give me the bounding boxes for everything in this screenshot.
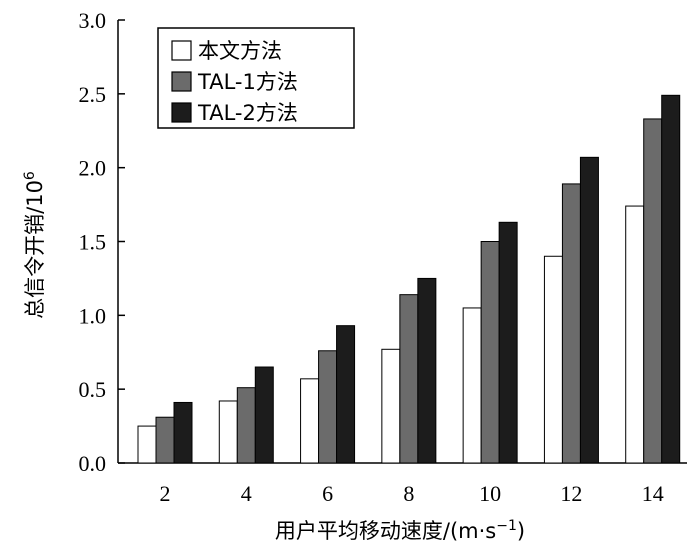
- bar: [643, 118, 663, 464]
- bar: [336, 325, 356, 464]
- x-tick-label: 6: [322, 481, 333, 506]
- bar: [462, 307, 482, 464]
- bar: [381, 348, 401, 464]
- bar: [561, 183, 581, 464]
- legend-swatch: [171, 102, 192, 123]
- bars: [137, 94, 681, 464]
- bar: [399, 294, 419, 464]
- bar: [218, 400, 238, 464]
- x-tick-label: 4: [241, 481, 252, 506]
- legend-swatch: [171, 40, 192, 61]
- bar: [543, 255, 563, 464]
- legend-label: 本文方法: [198, 39, 282, 63]
- x-tick-label: 10: [479, 481, 501, 506]
- axes: 0.0 0.5 1.0 1.5 2.0 2.5 3.0 2 4 6 8 10 12 14: [79, 8, 687, 506]
- bar: [155, 416, 175, 464]
- bar: [498, 221, 518, 464]
- x-tick-label: 14: [642, 481, 664, 506]
- y-tick-label: 1.0: [79, 303, 107, 328]
- bar: [236, 387, 256, 464]
- bar: [417, 277, 437, 464]
- y-tick-label: 1.5: [79, 230, 107, 255]
- bar: [137, 425, 157, 464]
- x-tick-label: 2: [160, 481, 171, 506]
- bar: [625, 205, 645, 464]
- y-axis-title: 总信令开销/106: [22, 171, 47, 319]
- y-tick-label: 2.0: [79, 156, 107, 181]
- y-tick-label: 0.0: [79, 451, 107, 476]
- bar: [480, 241, 500, 464]
- bar: [661, 94, 681, 464]
- bar: [579, 156, 599, 464]
- legend-label: TAL-2方法: [197, 101, 298, 125]
- x-tick-label: 8: [403, 481, 414, 506]
- bar: [173, 401, 193, 464]
- x-tick-label: 12: [560, 481, 582, 506]
- bar: [318, 350, 338, 464]
- y-tick-label: 2.5: [79, 82, 107, 107]
- bar: [254, 366, 274, 464]
- y-tick-label: 3.0: [79, 8, 107, 33]
- legend-label: TAL-1方法: [197, 70, 298, 94]
- legend-swatch: [171, 71, 192, 92]
- axis-labels: 用户平均移动速度/(m·s−1) 总信令开销/106: [22, 171, 525, 543]
- y-tick-label: 0.5: [79, 377, 107, 402]
- legend: 本文方法 TAL-1方法 TAL-2方法: [157, 27, 355, 129]
- bar: [300, 378, 320, 464]
- x-axis-title: 用户平均移动速度/(m·s−1): [275, 518, 525, 543]
